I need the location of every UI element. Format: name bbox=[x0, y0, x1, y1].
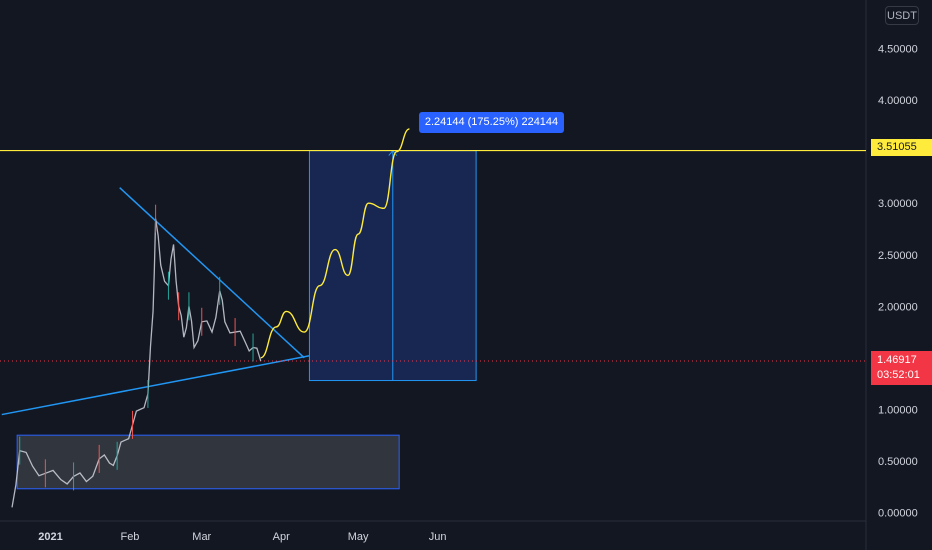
y-tick-label-5: 2.50000 bbox=[878, 250, 918, 262]
x-tick-label-0: 2021 bbox=[38, 531, 62, 543]
y-tick-label-4: 2.00000 bbox=[878, 301, 918, 313]
x-tick-label-5: Jun bbox=[429, 531, 447, 543]
y-tick-label-0: 0.00000 bbox=[878, 508, 918, 520]
y-tick-label-9: 4.50000 bbox=[878, 44, 918, 56]
bar-countdown: 03:52:01 bbox=[877, 369, 920, 381]
accumulation-box bbox=[16, 434, 400, 490]
support-trendline bbox=[1, 355, 310, 416]
y-tick-label-2: 1.00000 bbox=[878, 404, 918, 416]
x-tick-label-2: Mar bbox=[192, 531, 211, 543]
horizontal-level-price-label: 3.51055 bbox=[871, 139, 932, 156]
x-axis-ticks: 2021 Feb Mar Apr May Jun bbox=[38, 531, 446, 543]
series-layer bbox=[11, 128, 410, 508]
x-tick-label-1: Feb bbox=[120, 531, 139, 543]
y-tick-label-1: 0.50000 bbox=[878, 456, 918, 468]
y-tick-label-6: 3.00000 bbox=[878, 198, 918, 210]
projection-path bbox=[260, 128, 410, 359]
drawings-layer[interactable] bbox=[0, 149, 866, 490]
price-range-measure-label: 2.24144 (175.25%) 224144 bbox=[419, 112, 564, 133]
current-price-label: 1.46917 03:52:01 bbox=[871, 351, 932, 385]
y-tick-label-8: 4.00000 bbox=[878, 95, 918, 107]
x-tick-label-4: May bbox=[348, 531, 369, 543]
currency-unit-badge[interactable]: USDT bbox=[885, 6, 919, 25]
current-price-value: 1.46917 bbox=[877, 354, 917, 366]
x-tick-label-3: Apr bbox=[273, 531, 290, 543]
y-axis-ticks: 0.000000.500001.000001.500002.000002.500… bbox=[878, 44, 918, 520]
